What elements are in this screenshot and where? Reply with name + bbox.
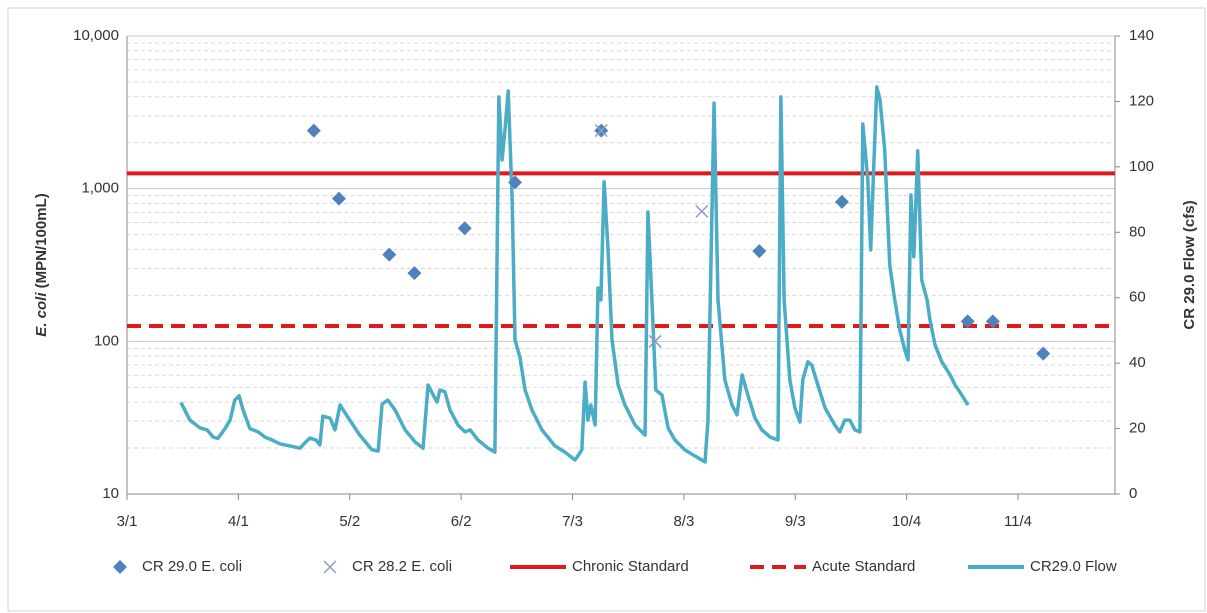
legend-marker	[113, 560, 127, 574]
legend-label: CR 29.0 E. coli	[142, 558, 242, 575]
data-point	[648, 334, 662, 348]
x-tick-label: 9/3	[785, 513, 806, 530]
x-tick-label: 8/3	[673, 513, 694, 530]
y2-tick-label: 20	[1129, 420, 1146, 437]
data-point	[1036, 346, 1051, 361]
legend-label: Chronic Standard	[572, 558, 689, 575]
legend-marker	[323, 560, 337, 574]
data-point	[752, 244, 767, 259]
y2-tick-label: 40	[1129, 354, 1146, 371]
data-point	[960, 314, 975, 329]
y-tick-label: 1,000	[81, 180, 119, 197]
y2-tick-label: 140	[1129, 27, 1154, 44]
data-point	[594, 124, 608, 138]
data-point	[695, 204, 709, 218]
y2-tick-label: 100	[1129, 158, 1154, 175]
x-tick-label: 5/2	[339, 513, 360, 530]
y2-axis-title: CR 29.0 Flow (cfs)	[1181, 200, 1198, 329]
y-axis-title-rest: (MPN/100mL)	[33, 193, 50, 292]
y-axis-title-italic: E. coli	[33, 292, 50, 337]
y2-tick-label: 80	[1129, 223, 1146, 240]
data-point	[407, 266, 422, 281]
y-axis-title: E. coli (MPN/100mL)	[33, 193, 50, 336]
x-tick-label: 3/1	[117, 513, 138, 530]
data-point	[457, 221, 472, 236]
data-point	[306, 123, 321, 138]
y2-tick-label: 0	[1129, 485, 1137, 502]
legend-label: CR 28.2 E. coli	[352, 558, 452, 575]
data-point	[382, 247, 397, 262]
data-point	[985, 314, 1000, 329]
y-tick-label: 10,000	[73, 27, 119, 44]
x-tick-label: 10/4	[892, 513, 921, 530]
legend-label: Acute Standard	[812, 558, 915, 575]
flow-line	[179, 85, 970, 464]
x-tick-label: 7/3	[562, 513, 583, 530]
x-tick-label: 4/1	[228, 513, 249, 530]
x-tick-label: 6/2	[451, 513, 472, 530]
chart-frame	[7, 7, 1206, 612]
y2-tick-label: 120	[1129, 92, 1154, 109]
x-tick-label: 11/4	[1004, 513, 1032, 530]
data-point	[508, 175, 523, 190]
y-tick-label: 100	[94, 332, 119, 349]
data-point	[834, 194, 849, 209]
y2-tick-label: 60	[1129, 289, 1146, 306]
legend-label: CR29.0 Flow	[1030, 558, 1117, 575]
y-tick-label: 10	[102, 485, 119, 502]
data-point	[331, 191, 346, 206]
